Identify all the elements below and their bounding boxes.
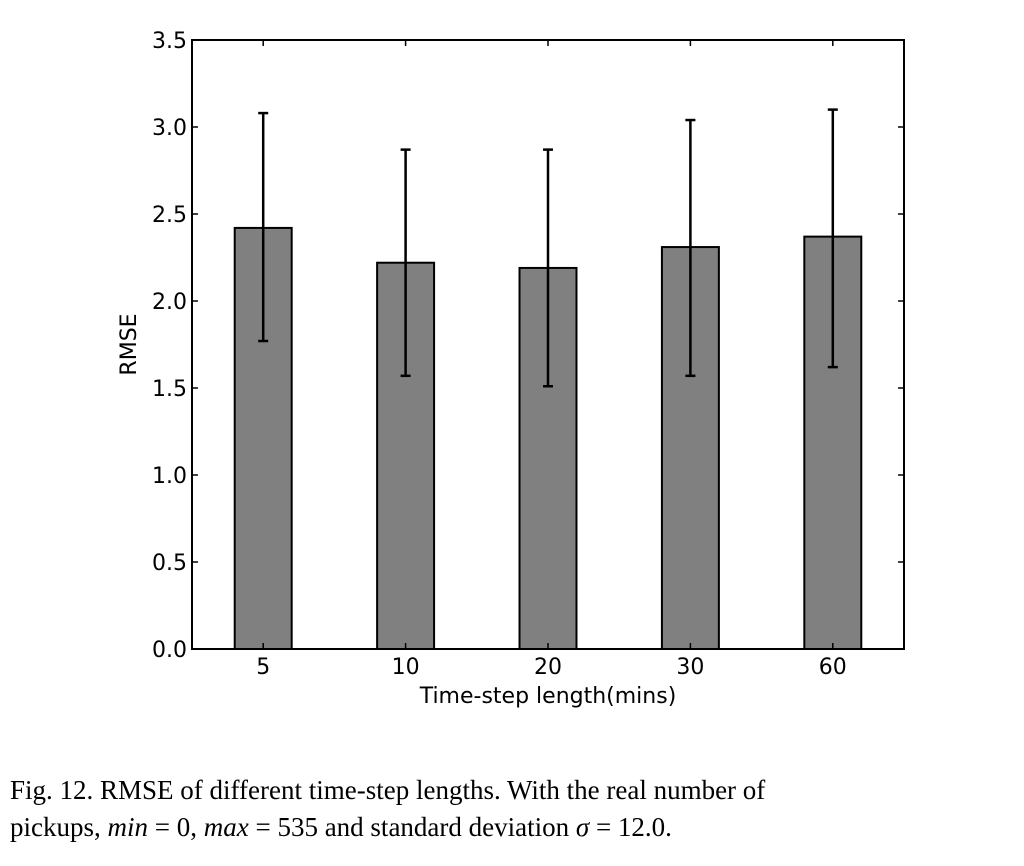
caption-line-2: pickups, min = 0, max = 535 and standard… <box>10 809 1016 846</box>
x-tick-label-10: 10 <box>392 655 420 680</box>
x-axis-label: Time-step length(mins) <box>419 684 677 709</box>
y-tick-label-1.5: 1.5 <box>152 377 187 402</box>
y-tick-label-0.0: 0.0 <box>152 638 187 663</box>
error-bars-layer <box>258 108 838 388</box>
x-tick-label-5: 5 <box>256 655 270 680</box>
y-tick-label-3.5: 3.5 <box>152 29 187 54</box>
caption-text: pickups, <box>10 812 108 842</box>
caption-min-symbol: min <box>107 812 149 842</box>
y-tick-label-1.0: 1.0 <box>152 464 187 489</box>
y-tick-label-2.5: 2.5 <box>152 203 187 228</box>
caption-max-value: = 535 and standard deviation <box>248 812 576 842</box>
bar-chart: 5 10 20 30 60 0.0 0.5 1.0 1.5 2.0 2.5 3.0 3.5 Time-s… <box>117 29 905 709</box>
y-tick-label-0.5: 0.5 <box>152 551 187 576</box>
caption-sigma-symbol: σ <box>575 812 590 842</box>
figure-caption: Fig. 12. RMSE of different time-step len… <box>10 772 1016 846</box>
caption-sigma-value: = 12.0. <box>589 812 672 842</box>
ticks-layer: 5 10 20 30 60 0.0 0.5 1.0 1.5 2.0 2.5 3.0 3.5 <box>152 29 904 680</box>
x-tick-label-30: 30 <box>676 655 704 680</box>
y-axis-label: RMSE <box>117 313 142 375</box>
caption-line-1: Fig. 12. RMSE of different time-step len… <box>10 775 766 805</box>
y-tick-label-3.0: 3.0 <box>152 116 187 141</box>
caption-min-value: = 0, <box>148 812 204 842</box>
y-tick-label-2.0: 2.0 <box>152 290 187 315</box>
x-tick-label-60: 60 <box>819 655 847 680</box>
bar-30 <box>660 246 720 650</box>
x-tick-label-20: 20 <box>534 655 562 680</box>
caption-max-symbol: max <box>203 812 249 842</box>
